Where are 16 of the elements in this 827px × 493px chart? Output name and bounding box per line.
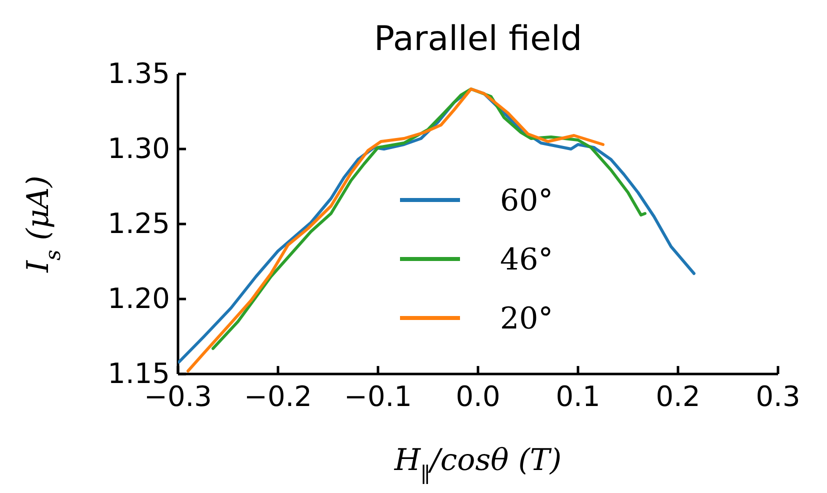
legend-label: 60°	[500, 184, 554, 218]
y-tick-label: 1.30	[108, 132, 170, 165]
chart-title: Parallel field	[374, 19, 582, 59]
x-tick-label: 0.2	[656, 380, 700, 413]
y-tick-label: 1.25	[108, 206, 170, 240]
x-tick-label: 0.3	[756, 380, 800, 413]
x-tick-label: 0.1	[556, 380, 600, 413]
line-series	[186, 88, 604, 372]
legend-label: 46°	[500, 242, 554, 278]
legend-label: 20°	[500, 302, 554, 336]
y-tick-label: 1.35	[108, 56, 170, 90]
y-tick-label: 1.20	[108, 282, 170, 315]
x-tick-label: 0.0	[456, 380, 500, 413]
x-tick-label: −0.1	[344, 380, 412, 413]
x-axis-title: H$_{∥}$/cosθ (T)	[393, 443, 562, 487]
x-tick-label: −0.2	[244, 380, 312, 413]
